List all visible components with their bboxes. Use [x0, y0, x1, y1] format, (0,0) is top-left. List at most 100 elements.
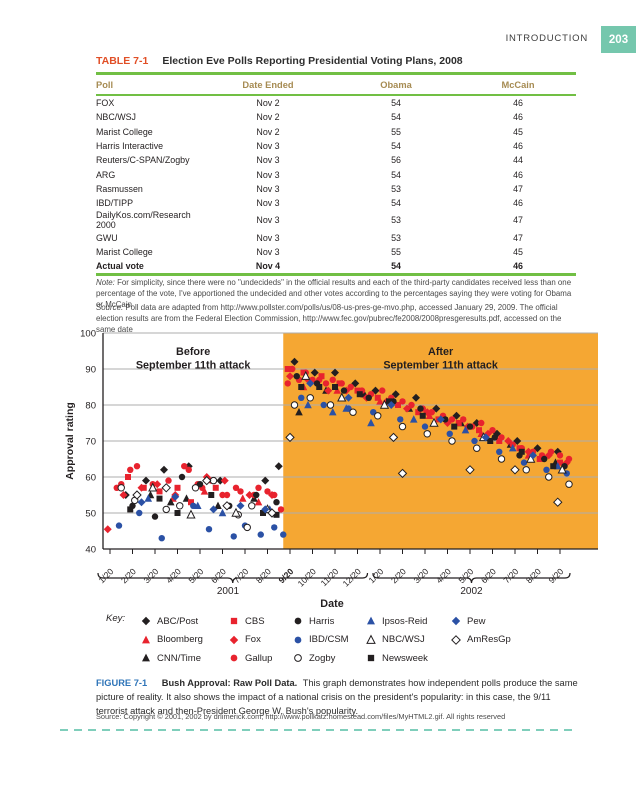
data-point-marker	[397, 416, 404, 423]
data-point-marker	[533, 444, 542, 453]
series-zogby	[117, 394, 573, 532]
data-point-marker	[478, 419, 485, 427]
x-tick-label: 6/20	[479, 566, 498, 585]
data-point-marker	[510, 465, 520, 475]
table-cell: NBC/WSJ	[96, 112, 136, 123]
x-axis-ticks: 1/20 2/20 3/20 4/20 5/20 6/20 7/20 8/20 9/20 10/2…	[97, 549, 566, 589]
data-point-marker	[565, 480, 573, 488]
data-point-marker	[498, 434, 505, 441]
page-number-badge: 203	[601, 26, 636, 53]
data-point-marker	[142, 653, 150, 662]
table-row: Marist College Nov 3 55 45	[96, 245, 576, 259]
table-cell: Marist College	[96, 126, 153, 137]
data-point-marker	[388, 432, 399, 443]
data-point-marker	[178, 473, 186, 481]
table-cell: Nov 4	[255, 261, 281, 272]
data-point-marker	[446, 430, 453, 437]
data-point-marker	[367, 655, 375, 662]
source-text: Poll data are adapted from http://www.po…	[96, 303, 562, 334]
data-point-marker	[294, 636, 302, 644]
table-cell: Rasmussen	[96, 183, 143, 194]
x-tick-label: 4/20	[164, 566, 183, 585]
data-point-marker	[191, 484, 200, 492]
data-point-marker	[229, 635, 239, 644]
data-point-marker	[417, 405, 424, 412]
data-point-marker	[387, 401, 396, 409]
x-tick-label: 9/20	[547, 566, 566, 585]
key-item-label: Pew	[467, 615, 486, 627]
data-point-marker	[214, 501, 222, 509]
data-point-marker	[119, 491, 128, 499]
svg-text:Before: Before	[176, 346, 210, 358]
table-cell: Nov 3	[256, 198, 280, 209]
data-point-marker	[329, 376, 336, 383]
data-point-marker	[451, 617, 461, 626]
x-tick-label: 5/20	[457, 566, 476, 585]
polls-table-body: FOX Nov 2 54 46 NBC/WSJ Nov 2 54 46 Marist Colle…	[96, 96, 576, 273]
data-point-marker	[331, 368, 339, 377]
key-column: ABC/Post Bloomberg CNN/Time	[140, 612, 203, 668]
data-point-marker	[230, 618, 238, 625]
data-point-marker	[332, 384, 338, 390]
data-point-marker	[257, 531, 264, 538]
data-point-marker	[144, 494, 153, 502]
data-point-marker	[419, 412, 426, 419]
table-cell: IBD/TIPP	[96, 198, 133, 209]
data-point-marker	[425, 411, 434, 419]
data-point-marker	[248, 502, 256, 510]
data-point-marker	[376, 397, 384, 405]
data-point-marker	[451, 634, 461, 645]
table-cell: Marist College	[96, 246, 153, 257]
before-annotation: Before September 11th attack	[136, 346, 252, 372]
data-point-marker	[236, 501, 245, 510]
key-item-label: AmResGp	[467, 634, 511, 646]
data-point-marker	[428, 409, 435, 416]
table-row: Marist College Nov 2 55 45	[96, 125, 576, 139]
table-row: IBD/TIPP Nov 3 54 46	[96, 196, 576, 210]
data-point-marker	[415, 409, 422, 416]
table-cell: 56	[391, 155, 401, 166]
figure-source: Source: Copyright © 2001, 2002 by drlime…	[96, 712, 506, 721]
data-point-marker	[349, 408, 357, 416]
y-tick-label: 60	[85, 473, 96, 484]
table-cell: Nov 3	[256, 155, 280, 166]
data-point-marker	[171, 492, 180, 501]
data-point-marker	[374, 412, 382, 420]
data-point-marker	[261, 476, 270, 485]
table-cell: 53	[391, 215, 401, 226]
after-annotation: After September 11th attack	[383, 346, 499, 372]
key-item: CNN/Time	[140, 649, 203, 668]
data-point-marker	[550, 463, 557, 470]
data-point-marker	[397, 468, 408, 479]
key-item-label: NBC/WSJ	[382, 634, 425, 646]
data-point-marker	[219, 491, 226, 499]
x-tick-label: 5/20	[187, 566, 206, 585]
data-point-marker	[261, 505, 270, 514]
key-item: Ipsos-Reid	[365, 612, 428, 631]
data-point-marker	[367, 616, 375, 625]
data-point-marker	[115, 522, 123, 529]
table-cell: Nov 3	[256, 232, 280, 243]
data-point-marker	[412, 393, 420, 402]
data-point-marker	[151, 513, 159, 520]
key-item: Fox	[228, 631, 272, 650]
data-point-marker	[264, 488, 271, 495]
data-point-marker	[216, 476, 225, 485]
column-header-mccain: McCain	[501, 80, 535, 90]
table-cell: 46	[513, 198, 523, 209]
data-point-marker	[237, 488, 244, 495]
table-cell: Nov 3	[256, 246, 280, 257]
data-point-marker	[347, 383, 354, 391]
note-label: Note:	[96, 278, 115, 287]
data-point-marker	[193, 501, 202, 509]
y-axis-label: Approval rating	[64, 402, 76, 480]
data-point-marker	[451, 423, 458, 430]
svg-text:September 11th attack: September 11th attack	[383, 360, 499, 372]
data-point-marker	[156, 488, 163, 495]
table-cell: Nov 3	[256, 215, 280, 226]
y-tick-label: 40	[85, 545, 96, 556]
data-point-marker	[524, 447, 533, 456]
y-tick-label: 80	[85, 401, 96, 412]
data-point-marker	[326, 401, 335, 409]
data-point-marker	[497, 455, 506, 463]
